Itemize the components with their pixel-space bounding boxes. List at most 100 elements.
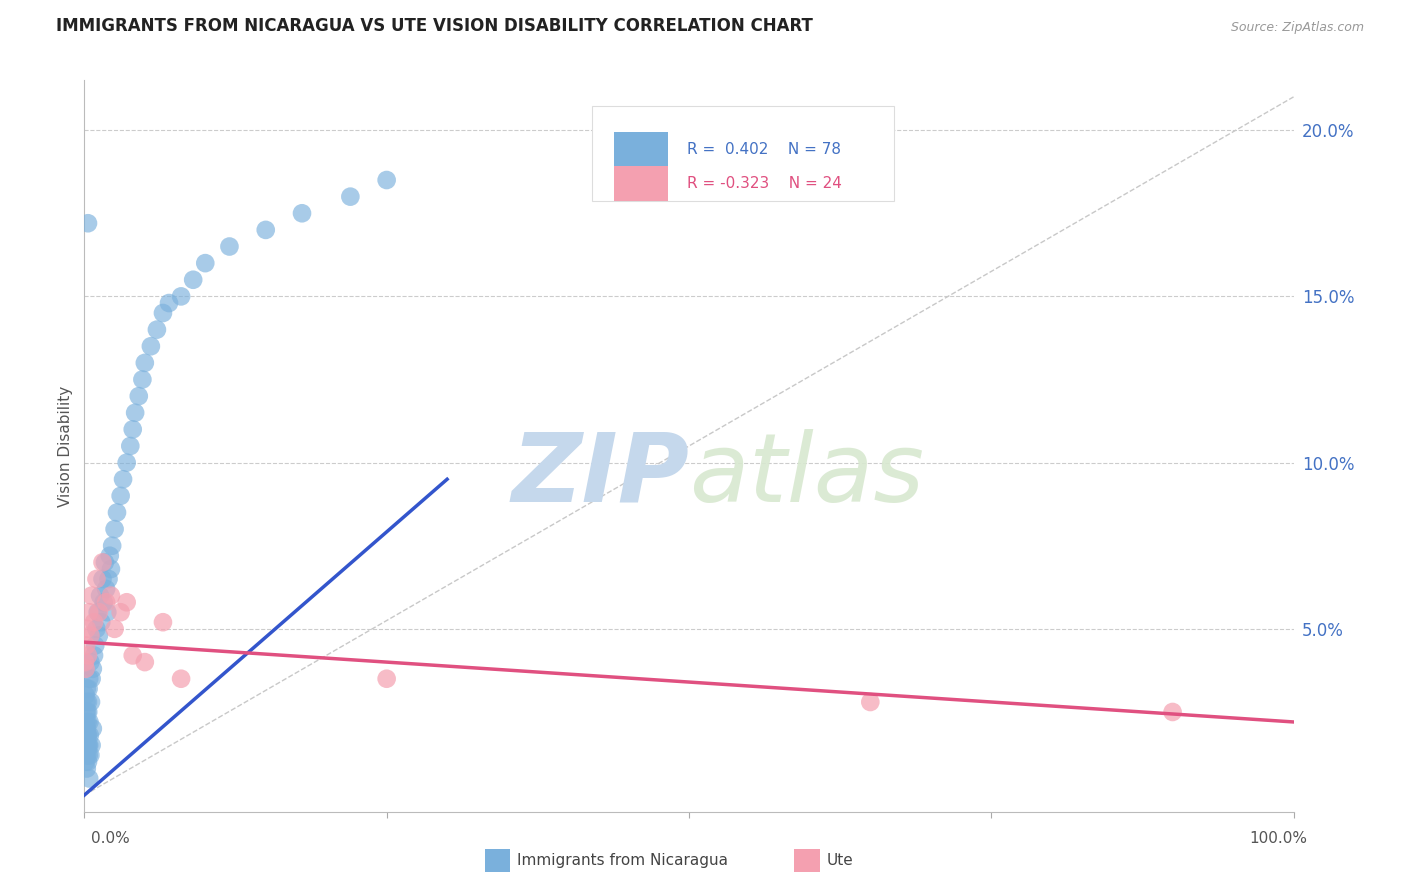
Point [218,239,240,253]
Point [152,615,174,630]
Point [97,572,120,586]
Point [79,748,101,763]
Point [76,748,98,763]
Point [91,572,114,586]
Point [73,722,96,736]
Point [291,206,314,220]
Point [120,439,142,453]
Point [115,595,138,609]
Point [77,672,100,686]
Text: Immigrants from Nicaragua: Immigrants from Nicaragua [517,854,728,868]
Point [112,472,135,486]
Point [375,173,398,187]
Point [76,722,98,736]
Point [76,622,98,636]
Point [80,738,103,752]
Point [139,339,162,353]
Point [79,714,101,729]
Text: IMMIGRANTS FROM NICARAGUA VS UTE VISION DISABILITY CORRELATION CHART: IMMIGRANTS FROM NICARAGUA VS UTE VISION … [56,17,813,35]
Point [75,662,97,676]
Point [82,662,104,676]
Point [254,223,277,237]
Point [93,595,115,609]
Point [83,648,105,663]
Point [90,615,112,630]
FancyBboxPatch shape [614,132,668,167]
Point [98,549,121,563]
Point [77,681,100,696]
Point [77,216,100,230]
Point [75,705,97,719]
Point [76,705,98,719]
Point [87,628,110,642]
Point [79,728,101,742]
Point [124,406,146,420]
Point [86,622,108,636]
Point [194,256,217,270]
Point [152,306,174,320]
Point [77,648,100,663]
Point [146,323,169,337]
Point [170,672,193,686]
Point [110,489,132,503]
Point [79,628,101,642]
Point [101,539,124,553]
Point [134,356,156,370]
Point [75,748,97,763]
Point [94,582,117,596]
Point [100,562,122,576]
Text: 100.0%: 100.0% [1250,831,1308,846]
FancyBboxPatch shape [592,106,894,201]
Point [121,422,143,436]
Point [75,755,97,769]
Point [76,681,98,696]
Point [134,655,156,669]
Point [100,589,122,603]
Text: R = -0.323    N = 24: R = -0.323 N = 24 [686,177,841,192]
Point [77,605,100,619]
Point [121,648,143,663]
Point [76,762,98,776]
Point [105,506,128,520]
Point [76,738,98,752]
Point [94,555,117,569]
Point [77,755,100,769]
Point [89,589,111,603]
Point [77,748,100,763]
Point [96,605,118,619]
Point [76,741,98,756]
Y-axis label: Vision Disability: Vision Disability [58,385,73,507]
Point [110,605,132,619]
Text: 0.0%: 0.0% [91,831,131,846]
Point [131,372,153,386]
Point [91,555,114,569]
Point [79,655,101,669]
Point [128,389,150,403]
Point [84,639,107,653]
Point [104,522,127,536]
Point [75,722,97,736]
Point [75,714,97,729]
Point [87,605,110,619]
Point [157,296,180,310]
Point [76,714,98,729]
Point [339,189,361,203]
Point [75,728,97,742]
Text: ZIP: ZIP [510,429,689,522]
Point [77,728,100,742]
Point [115,456,138,470]
Point [104,622,127,636]
Text: Ute: Ute [827,854,853,868]
Point [75,735,97,749]
Point [94,595,117,609]
FancyBboxPatch shape [614,166,668,202]
Point [859,695,882,709]
Point [77,705,100,719]
Point [1161,705,1184,719]
Point [86,572,108,586]
Point [80,695,103,709]
Point [77,772,100,786]
Text: Source: ZipAtlas.com: Source: ZipAtlas.com [1230,21,1364,34]
Point [82,722,104,736]
Point [375,672,398,686]
